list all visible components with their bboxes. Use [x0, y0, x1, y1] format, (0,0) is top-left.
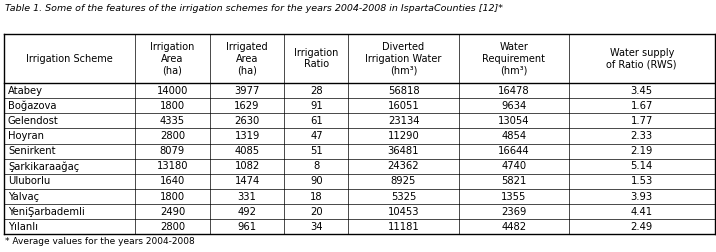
Text: 8079: 8079 — [160, 146, 185, 156]
Text: 2.19: 2.19 — [631, 146, 653, 156]
Text: Gelendost: Gelendost — [8, 116, 59, 126]
Text: 18: 18 — [310, 192, 323, 202]
Text: 3.93: 3.93 — [631, 192, 653, 202]
Text: 91: 91 — [310, 101, 323, 111]
Text: 2490: 2490 — [160, 207, 185, 217]
Text: 2.49: 2.49 — [631, 222, 653, 232]
Text: 24362: 24362 — [387, 161, 420, 171]
Text: 11290: 11290 — [387, 131, 420, 141]
Text: 1.53: 1.53 — [631, 176, 653, 186]
Text: 34: 34 — [310, 222, 323, 232]
Text: 8: 8 — [314, 161, 319, 171]
Text: Yılanlı: Yılanlı — [8, 222, 38, 232]
Text: 47: 47 — [310, 131, 323, 141]
Text: 5325: 5325 — [391, 192, 416, 202]
Text: 4085: 4085 — [235, 146, 260, 156]
Text: Irrigation Scheme: Irrigation Scheme — [26, 54, 112, 64]
Text: 1474: 1474 — [234, 176, 260, 186]
Text: 1319: 1319 — [234, 131, 260, 141]
Text: 1.77: 1.77 — [631, 116, 653, 126]
Text: 11181: 11181 — [387, 222, 420, 232]
Text: 56818: 56818 — [387, 86, 420, 96]
Text: Uluborlu: Uluborlu — [8, 176, 50, 186]
Text: 13180: 13180 — [157, 161, 188, 171]
Text: 4482: 4482 — [501, 222, 526, 232]
Text: 4740: 4740 — [501, 161, 526, 171]
Text: 1800: 1800 — [160, 101, 185, 111]
Text: 14000: 14000 — [157, 86, 188, 96]
Text: 61: 61 — [310, 116, 323, 126]
Text: 23134: 23134 — [388, 116, 420, 126]
Text: 28: 28 — [310, 86, 323, 96]
Text: 1355: 1355 — [501, 192, 526, 202]
Text: Senirkent: Senirkent — [8, 146, 55, 156]
Text: 16051: 16051 — [387, 101, 420, 111]
Text: Boğazova: Boğazova — [8, 101, 57, 111]
Text: Irrigated
Area
(ha): Irrigated Area (ha) — [226, 42, 268, 75]
Text: Water
Requirement
(hm³): Water Requirement (hm³) — [482, 42, 545, 75]
Text: 1082: 1082 — [234, 161, 260, 171]
Text: 3.45: 3.45 — [631, 86, 653, 96]
Text: 1.67: 1.67 — [631, 101, 653, 111]
Text: 331: 331 — [238, 192, 256, 202]
Text: Irrigation
Ratio: Irrigation Ratio — [294, 48, 339, 69]
Text: 8925: 8925 — [391, 176, 416, 186]
Text: 1800: 1800 — [160, 192, 185, 202]
Text: 2.33: 2.33 — [631, 131, 653, 141]
Text: 3977: 3977 — [234, 86, 260, 96]
Text: 961: 961 — [238, 222, 256, 232]
Text: Table 1. Some of the features of the irrigation schemes for the years 2004-2008 : Table 1. Some of the features of the irr… — [5, 4, 503, 13]
Text: 90: 90 — [310, 176, 323, 186]
Text: 4335: 4335 — [160, 116, 185, 126]
Text: 51: 51 — [310, 146, 323, 156]
Text: 2800: 2800 — [160, 131, 185, 141]
Text: 9634: 9634 — [501, 101, 526, 111]
Text: 4854: 4854 — [501, 131, 526, 141]
Text: 10453: 10453 — [388, 207, 420, 217]
Text: 5821: 5821 — [501, 176, 526, 186]
Text: 2630: 2630 — [234, 116, 260, 126]
Text: Water supply
of Ratio (RWS): Water supply of Ratio (RWS) — [606, 48, 677, 69]
Text: 1640: 1640 — [160, 176, 185, 186]
Text: 20: 20 — [310, 207, 323, 217]
Text: YeniŞarbademli: YeniŞarbademli — [8, 207, 84, 217]
Text: * Average values for the years 2004-2008: * Average values for the years 2004-2008 — [5, 237, 195, 246]
Text: 16478: 16478 — [498, 86, 530, 96]
Text: Şarkikaraağaç: Şarkikaraağaç — [8, 161, 79, 172]
Text: 5.14: 5.14 — [631, 161, 653, 171]
Text: 492: 492 — [238, 207, 256, 217]
Text: Yalvaç: Yalvaç — [8, 192, 39, 202]
Text: 2369: 2369 — [501, 207, 526, 217]
Text: 16644: 16644 — [498, 146, 530, 156]
Text: 1629: 1629 — [234, 101, 260, 111]
Text: 36481: 36481 — [388, 146, 420, 156]
Text: 2800: 2800 — [160, 222, 185, 232]
Text: 13054: 13054 — [498, 116, 529, 126]
Text: Atabey: Atabey — [8, 86, 43, 96]
Text: 4.41: 4.41 — [631, 207, 653, 217]
Text: Hoyran: Hoyran — [8, 131, 44, 141]
Text: Diverted
Irrigation Water
(hm³): Diverted Irrigation Water (hm³) — [365, 42, 442, 75]
Text: Irrigation
Area
(ha): Irrigation Area (ha) — [150, 42, 195, 75]
